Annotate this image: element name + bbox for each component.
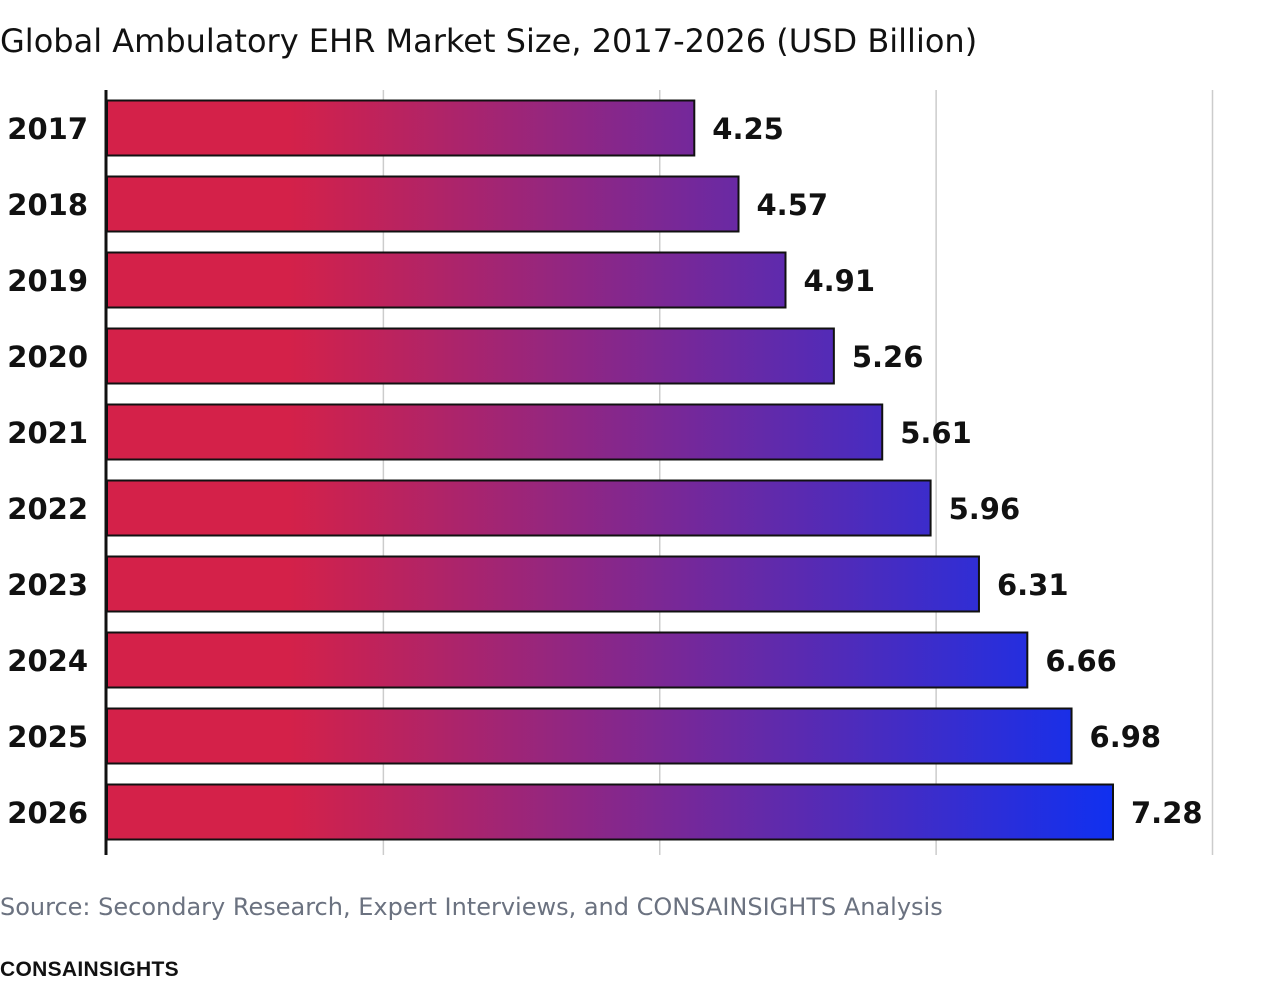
data-label-2018: 4.57 [757,188,829,222]
tick-label-2021: 2021 [7,416,88,450]
bar-2017 [106,99,696,157]
tick-label-2026: 2026 [7,796,88,830]
bar-2020 [106,327,835,385]
data-label-2019: 4.91 [803,264,875,298]
tick-label-2017: 2017 [7,112,88,146]
bar-2018 [106,175,740,233]
bar-2022 [106,479,932,537]
bar-2019 [106,251,787,309]
bar-2025 [106,707,1073,765]
tick-label-2018: 2018 [7,188,88,222]
chart-title: Global Ambulatory EHR Market Size, 2017-… [0,22,978,60]
bar-2021 [106,403,884,461]
bar-2024 [106,631,1029,689]
bar-2023 [106,555,980,613]
tick-label-2024: 2024 [7,644,88,678]
tick-label-2019: 2019 [7,264,88,298]
brand-logo-text: CONSAINSIGHTS [0,958,179,981]
tick-label-2022: 2022 [7,492,88,526]
tick-label-2020: 2020 [7,340,88,374]
data-label-2023: 6.31 [997,568,1069,602]
data-label-2026: 7.28 [1131,796,1203,830]
bar-2026 [106,783,1114,841]
bar-chart: 2017 4.25 2018 4.57 2019 4.91 2020 5.26 2021 5.61… [7,90,1214,855]
data-label-2022: 5.96 [949,492,1021,526]
labels: 2017 4.25 2018 4.57 2019 4.91 2020 5.26 2021 5.61… [7,112,1202,830]
data-label-2017: 4.25 [712,112,784,146]
bars [106,99,1114,841]
tick-label-2025: 2025 [7,720,88,754]
source-note: Source: Secondary Research, Expert Inter… [0,893,943,921]
data-label-2020: 5.26 [852,340,924,374]
data-label-2024: 6.66 [1045,644,1117,678]
data-label-2025: 6.98 [1090,720,1162,754]
data-label-2021: 5.61 [900,416,972,450]
tick-label-2023: 2023 [7,568,88,602]
